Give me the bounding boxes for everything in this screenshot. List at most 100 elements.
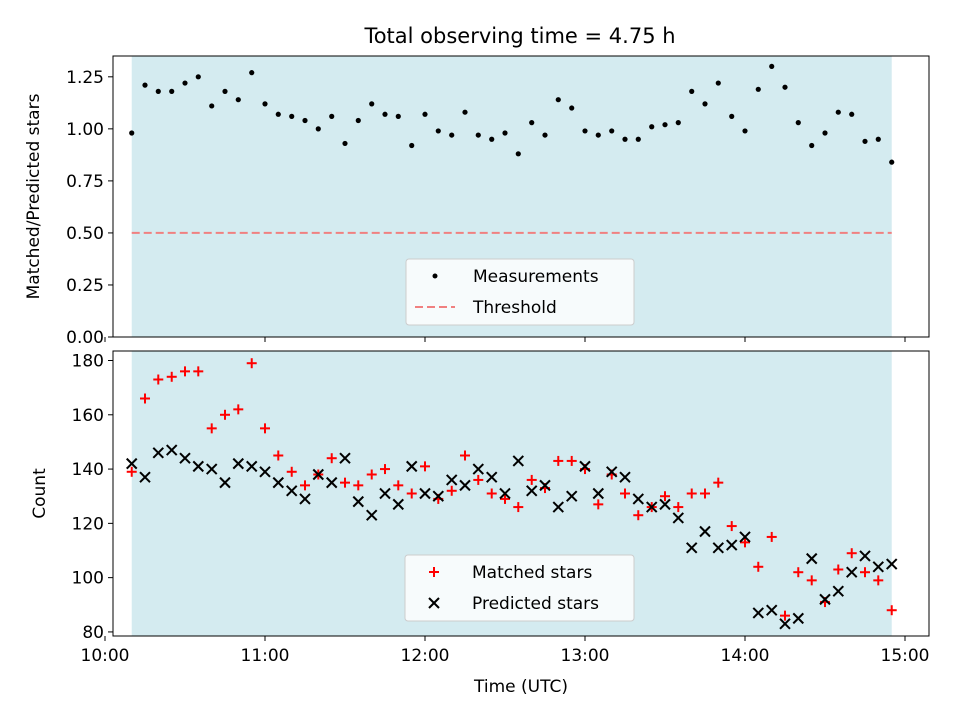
measurement-point bbox=[849, 111, 855, 117]
matched-star-point bbox=[473, 474, 484, 485]
matched-star-point bbox=[873, 575, 884, 586]
matched-star-point bbox=[633, 510, 644, 521]
predicted-star-point bbox=[406, 460, 418, 473]
cross-b bbox=[286, 485, 298, 497]
cross-b bbox=[606, 466, 618, 478]
cross-b bbox=[819, 593, 831, 606]
cross-b bbox=[672, 512, 684, 524]
y-tick-label: 0.25 bbox=[66, 276, 104, 296]
measurement-point bbox=[755, 86, 761, 92]
bottom-legend: Matched stars Predicted stars bbox=[404, 554, 635, 622]
measurement-point bbox=[609, 128, 615, 134]
cross-b bbox=[352, 495, 364, 508]
cross-b bbox=[272, 476, 284, 489]
cross-b bbox=[646, 501, 658, 513]
cross-b bbox=[339, 452, 351, 464]
measurement-point bbox=[129, 130, 135, 136]
top-panel: 0.00 0.25 0.50 0.75 1.00 1.25 Matched/Predict… bbox=[24, 55, 930, 348]
matched-star-point bbox=[726, 521, 737, 532]
measurement-point bbox=[329, 113, 335, 119]
cross-b bbox=[832, 585, 844, 597]
x-tick-label: 10:00 bbox=[81, 646, 130, 666]
cross-b bbox=[499, 487, 511, 500]
predicted-star-point bbox=[592, 487, 604, 500]
measurement-point bbox=[489, 136, 495, 142]
matched-star-point bbox=[460, 450, 470, 461]
matched-star-point bbox=[740, 537, 750, 548]
predicted-stars-points bbox=[126, 444, 898, 630]
bottom-x-ticks: 10:00 11:00 12:00 13:00 14:00 15:00 bbox=[81, 636, 930, 666]
cross-b bbox=[632, 493, 644, 505]
y-tick-label: 120 bbox=[72, 514, 104, 534]
cross-b bbox=[752, 607, 764, 619]
cross-b bbox=[126, 457, 138, 470]
bottom-panel: 80 100 120 140 160 180 10:00 11:00 12:00 13:00 14… bbox=[30, 350, 930, 697]
matched-star-point bbox=[793, 567, 804, 578]
matched-star-point bbox=[526, 474, 537, 485]
legend-matched-marker bbox=[429, 567, 439, 577]
top-y-ticks: 0.00 0.25 0.50 0.75 1.00 1.25 bbox=[66, 68, 113, 348]
cross-b bbox=[512, 455, 524, 467]
y-tick-label: 0.50 bbox=[66, 224, 104, 244]
predicted-star-point bbox=[566, 490, 578, 502]
cross-b bbox=[428, 597, 440, 609]
top-x-ticks bbox=[104, 337, 906, 342]
measurement-point bbox=[622, 136, 628, 142]
measurement-point bbox=[542, 132, 548, 138]
measurement-point bbox=[182, 80, 188, 86]
measurement-point bbox=[235, 97, 241, 103]
predicted-star-point bbox=[352, 495, 364, 508]
measurement-point bbox=[795, 120, 801, 126]
matched-star-point bbox=[766, 531, 777, 542]
y-tick-label: 1.25 bbox=[66, 68, 104, 88]
cross-b bbox=[366, 509, 378, 521]
legend-plus-glyph bbox=[429, 567, 439, 577]
predicted-star-point bbox=[232, 457, 244, 470]
measurement-point bbox=[169, 88, 175, 94]
predicted-star-point bbox=[286, 485, 298, 497]
cross-b bbox=[806, 552, 818, 565]
cross-b bbox=[446, 474, 458, 486]
measurement-point bbox=[422, 111, 428, 117]
cross-b bbox=[312, 468, 324, 481]
matched-star-point bbox=[233, 404, 244, 415]
measurement-point bbox=[262, 101, 268, 107]
predicted-star-point bbox=[659, 498, 671, 511]
cross-b bbox=[419, 487, 431, 500]
cross-b bbox=[259, 466, 271, 478]
matched-star-point bbox=[566, 455, 577, 466]
cross-b bbox=[432, 490, 444, 502]
predicted-star-point bbox=[432, 490, 444, 502]
measurement-point bbox=[222, 88, 228, 94]
cross-b bbox=[859, 550, 871, 562]
measurement-point bbox=[702, 101, 708, 107]
predicted-star-point bbox=[512, 455, 524, 467]
cross-b bbox=[232, 457, 244, 470]
predicted-star-point bbox=[486, 471, 498, 483]
predicted-star-point bbox=[872, 561, 884, 573]
y-tick-label: 160 bbox=[72, 406, 104, 426]
matched-star-point bbox=[393, 480, 404, 491]
predicted-star-point bbox=[646, 501, 658, 513]
measurement-point bbox=[369, 101, 375, 107]
cross-b bbox=[846, 566, 858, 578]
measurement-point bbox=[395, 113, 401, 119]
x-tick-label: 13:00 bbox=[561, 646, 610, 666]
legend-matched-label: Matched stars bbox=[472, 563, 592, 583]
matched-star-point bbox=[340, 477, 350, 488]
measurement-point bbox=[155, 88, 161, 94]
predicted-star-point bbox=[819, 593, 831, 606]
legend-predicted-marker bbox=[428, 597, 440, 609]
measurement-point bbox=[569, 105, 575, 111]
measurement-point bbox=[462, 109, 468, 115]
measurement-point bbox=[515, 151, 521, 157]
measurement-point bbox=[742, 128, 748, 134]
matched-star-point bbox=[553, 455, 564, 466]
measurement-point bbox=[675, 120, 681, 126]
predicted-star-point bbox=[686, 542, 698, 554]
measurement-point bbox=[782, 84, 788, 90]
predicted-star-point bbox=[739, 531, 751, 543]
measurement-point bbox=[195, 74, 201, 80]
matched-star-point bbox=[593, 499, 604, 510]
